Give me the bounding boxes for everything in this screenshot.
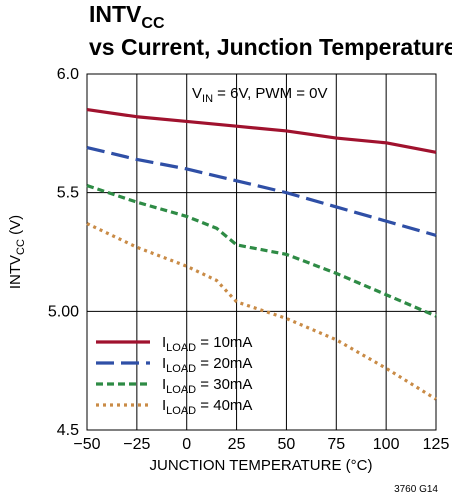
y-tick-label: 4.5 xyxy=(57,422,79,439)
figure-code: 3760 G14 xyxy=(394,484,438,495)
x-tick-label: 25 xyxy=(228,436,246,453)
chart-title-line2: vs Current, Junction Temperature xyxy=(89,34,452,60)
legend-label-1: ILOAD = 10mA xyxy=(162,334,252,354)
x-tick-label: −50 xyxy=(73,436,100,453)
x-tick-label: 125 xyxy=(423,436,450,453)
legend-label-4: ILOAD = 40mA xyxy=(162,397,252,417)
x-tick-label: 100 xyxy=(373,436,400,453)
conditions-annotation: VIN = 6V, PWM = 0V xyxy=(192,85,328,105)
title-main: INTV xyxy=(89,1,142,27)
chart-title-line1: INTVCC xyxy=(89,1,165,32)
gridlines xyxy=(87,74,436,430)
y-tick-label: 5.5 xyxy=(57,185,79,202)
title-subscript: CC xyxy=(141,15,165,32)
x-tick-label: 75 xyxy=(327,436,345,453)
series-line-2 xyxy=(86,146,437,237)
y-tick-label: 5.00 xyxy=(48,303,79,320)
x-axis-label: JUNCTION TEMPERATURE (°C) xyxy=(150,457,373,474)
x-tick-label: −25 xyxy=(123,436,150,453)
series-line-3 xyxy=(86,184,437,318)
series-line-1 xyxy=(86,108,437,154)
legend-label-2: ILOAD = 20mA xyxy=(162,355,252,375)
y-tick-labels: 4.5 5.00 5.5 6.0 xyxy=(48,66,79,439)
legend-label-3: ILOAD = 30mA xyxy=(162,376,252,396)
plot-frame xyxy=(86,73,437,431)
x-tick-label: 0 xyxy=(182,436,191,453)
y-axis-label: INTVCC (V) xyxy=(7,215,27,289)
x-tick-label: 50 xyxy=(278,436,296,453)
series-lines xyxy=(86,108,437,401)
series-line-4 xyxy=(86,222,437,401)
y-tick-label: 6.0 xyxy=(57,66,79,83)
x-tick-labels: −50 −25 0 25 50 75 100 125 xyxy=(73,436,449,453)
